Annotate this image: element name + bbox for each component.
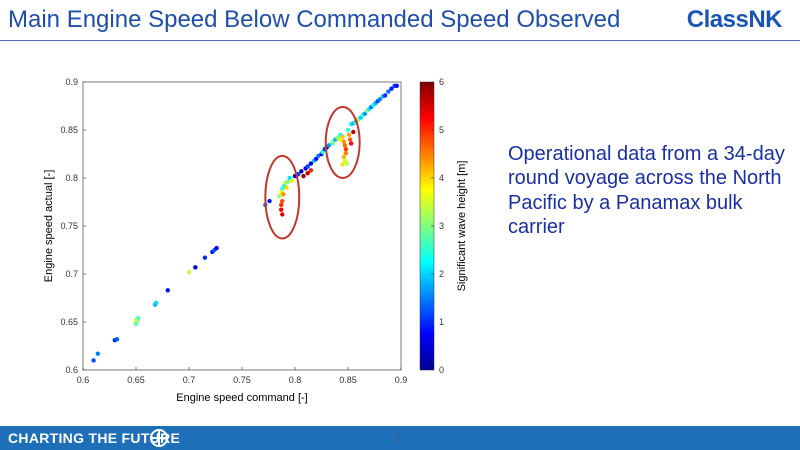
data-point bbox=[279, 207, 284, 212]
data-point bbox=[337, 137, 342, 142]
x-tick-label: 0.65 bbox=[127, 375, 145, 385]
data-point bbox=[340, 162, 345, 167]
highlight-ellipse bbox=[324, 105, 361, 180]
data-point bbox=[91, 358, 96, 363]
data-point bbox=[348, 141, 354, 146]
data-point bbox=[346, 132, 352, 137]
y-tick-label: 0.6 bbox=[65, 365, 78, 375]
colorbar-tick-label: 3 bbox=[439, 221, 444, 231]
data-point bbox=[342, 143, 348, 148]
x-axis-label: Engine speed command [-] bbox=[176, 392, 307, 404]
scatter-chart: 0.6 0.65 0.7 0.75 0.8 0.85 0.90.60.650.70.750.… bbox=[43, 77, 468, 404]
data-point bbox=[343, 147, 349, 152]
footer-slogan: CHARTING THE FUTURE bbox=[8, 430, 181, 446]
data-point bbox=[202, 255, 208, 260]
data-point bbox=[153, 300, 159, 305]
colorbar-ticks: 0 1 2 3 4 5 6 bbox=[431, 77, 444, 375]
x-tick-label: 0.9 bbox=[395, 375, 408, 385]
data-point bbox=[326, 143, 332, 148]
colorbar-tick-label: 4 bbox=[439, 173, 444, 183]
data-point bbox=[193, 265, 198, 270]
page-number: 1 bbox=[396, 434, 402, 444]
data-point bbox=[341, 139, 346, 144]
data-point bbox=[165, 288, 170, 293]
data-point bbox=[214, 245, 219, 251]
data-point bbox=[95, 351, 101, 356]
data-point bbox=[347, 137, 353, 142]
data-point bbox=[340, 134, 345, 139]
points-layer bbox=[91, 83, 399, 363]
data-point bbox=[389, 86, 394, 91]
data-point bbox=[305, 164, 310, 169]
data-point bbox=[281, 192, 286, 197]
classnk-logo: ClassNK bbox=[686, 6, 783, 33]
data-point bbox=[308, 168, 314, 173]
data-point bbox=[394, 83, 399, 89]
data-point bbox=[267, 198, 272, 204]
data-point bbox=[285, 179, 290, 185]
colorbar-tick-label: 1 bbox=[439, 317, 444, 327]
data-point bbox=[114, 337, 120, 342]
data-point bbox=[343, 150, 349, 156]
highlight-layer bbox=[264, 105, 361, 240]
colorbar-tick-label: 6 bbox=[439, 77, 444, 87]
title-divider bbox=[0, 40, 800, 41]
data-point bbox=[345, 127, 351, 133]
data-point bbox=[289, 178, 295, 184]
globe-icon bbox=[150, 429, 168, 447]
data-point bbox=[301, 173, 306, 179]
data-point bbox=[299, 169, 304, 174]
data-point bbox=[377, 97, 382, 102]
x-tick-label: 0.7 bbox=[183, 375, 196, 385]
x-tick-label: 0.75 bbox=[233, 375, 251, 385]
data-point bbox=[341, 154, 346, 160]
ticks-layer: 0.6 0.65 0.7 0.75 0.8 0.85 0.9 0.6 0.65 0.7 0.75 0.… bbox=[60, 77, 407, 385]
colorbar-label: Significant wave height [m] bbox=[456, 161, 468, 292]
x-tick-label: 0.6 bbox=[77, 375, 90, 385]
colorbar-tick-label: 2 bbox=[439, 269, 444, 279]
data-point bbox=[186, 269, 192, 275]
data-point bbox=[280, 212, 285, 217]
data-point bbox=[382, 93, 388, 98]
data-point bbox=[351, 129, 356, 135]
data-point bbox=[344, 161, 350, 166]
data-point bbox=[276, 194, 282, 199]
slide-title: Main Engine Speed Below Commanded Speed … bbox=[8, 6, 621, 33]
highlight-ellipse bbox=[264, 154, 301, 240]
colorbar-tick-label: 5 bbox=[439, 125, 444, 135]
x-tick-label: 0.85 bbox=[339, 375, 357, 385]
y-tick-label: 0.7 bbox=[65, 269, 78, 279]
y-tick-label: 0.9 bbox=[65, 77, 78, 87]
caption-text: Operational data from a 34-day round voy… bbox=[508, 143, 785, 239]
y-tick-label: 0.8 bbox=[65, 173, 78, 183]
data-point bbox=[305, 171, 310, 176]
x-tick-label: 0.8 bbox=[289, 375, 302, 385]
data-point bbox=[386, 89, 391, 94]
colorbar-tick-label: 0 bbox=[439, 365, 444, 375]
data-point bbox=[316, 153, 321, 159]
y-tick-label: 0.85 bbox=[60, 125, 78, 135]
y-axis-label: Engine speed actual [-] bbox=[43, 170, 55, 283]
y-tick-label: 0.65 bbox=[60, 317, 78, 327]
data-point bbox=[308, 161, 314, 166]
data-point bbox=[280, 198, 285, 204]
data-point bbox=[133, 317, 139, 323]
data-point bbox=[284, 185, 289, 190]
footer-bar: CHARTING THE FUTURE bbox=[0, 426, 800, 450]
y-tick-label: 0.75 bbox=[60, 221, 78, 231]
data-point bbox=[279, 202, 284, 208]
